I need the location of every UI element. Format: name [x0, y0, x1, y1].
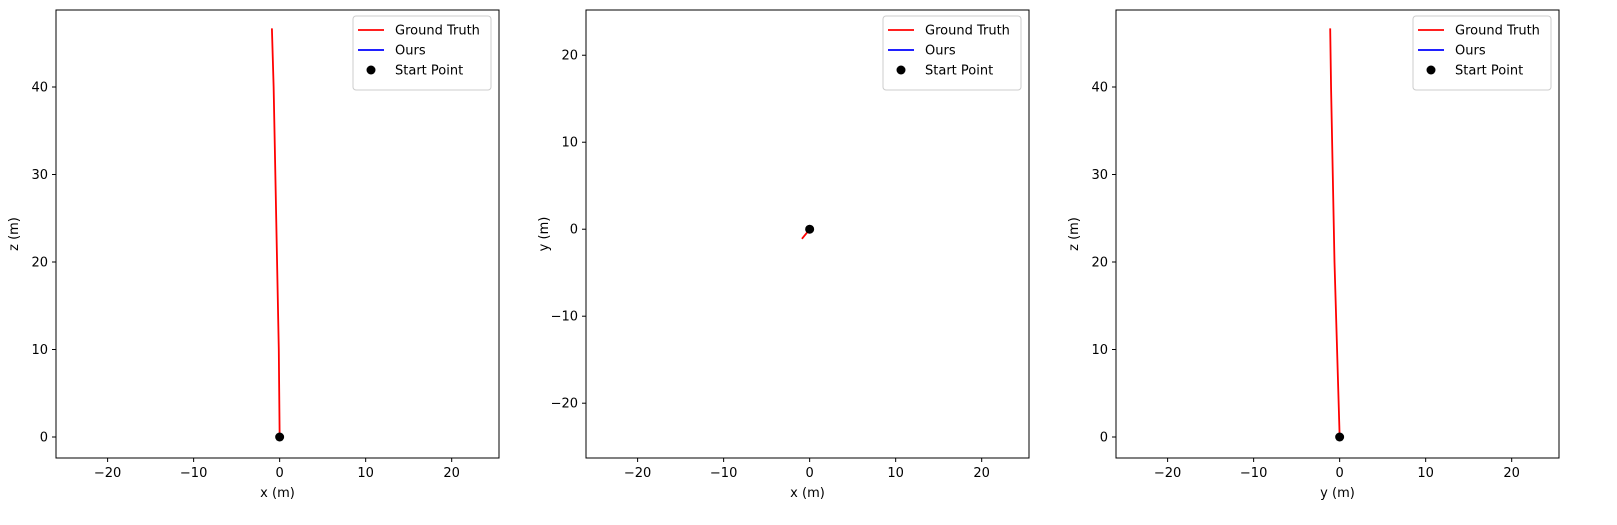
x-tick-label: −10 — [1240, 466, 1267, 481]
x-axis-label: x (m) — [260, 486, 295, 501]
x-tick-label: −10 — [180, 466, 207, 481]
y-tick-label: 40 — [1091, 81, 1108, 96]
y-tick-label: 20 — [31, 256, 48, 271]
x-tick-label: 0 — [806, 466, 814, 481]
legend: Ground Truth Ours Start Point — [1412, 15, 1552, 91]
data-point-start-point — [1335, 432, 1345, 442]
legend-box — [1412, 15, 1552, 91]
y-axis-label: y (m) — [537, 217, 552, 252]
x-tick-label: 10 — [1417, 466, 1434, 481]
legend: Ground Truth Ours Start Point — [352, 15, 492, 91]
legend-swatch-start-point — [1426, 65, 1436, 75]
y-tick-label: 10 — [31, 343, 48, 358]
series-line-ground-truth — [271, 28, 281, 438]
x-tick-label: 0 — [276, 466, 284, 481]
plot-frame — [55, 9, 500, 459]
x-tick-label: 20 — [1503, 466, 1520, 481]
legend-swatch-start-point — [896, 65, 906, 75]
data-point-start-point — [805, 224, 815, 234]
y-axis-label: z (m) — [1067, 217, 1082, 251]
y-tick-label: 20 — [1091, 256, 1108, 271]
legend-label-ours: Ours — [395, 44, 426, 59]
data-point-start-point — [275, 432, 285, 442]
x-tick-label: −20 — [1154, 466, 1181, 481]
y-tick-label: 0 — [570, 223, 578, 238]
x-tick-label: 0 — [1336, 466, 1344, 481]
chart-panel-1: −20 −10 0 10 20 0 10 20 30 40 x (m) z (m) Ground Tru… — [7, 9, 500, 501]
y-tick-label: 10 — [1091, 343, 1108, 358]
legend-label-ours: Ours — [925, 44, 956, 59]
x-tick-label: −10 — [710, 466, 737, 481]
y-tick-label: 40 — [31, 81, 48, 96]
x-tick-label: 10 — [887, 466, 904, 481]
x-axis-label: x (m) — [790, 486, 825, 501]
legend-label-ground-truth: Ground Truth — [925, 24, 1010, 39]
legend-label-start-point: Start Point — [925, 64, 993, 79]
x-tick-label: 20 — [443, 466, 460, 481]
y-tick-label: −20 — [551, 397, 578, 412]
x-tick-label: 10 — [357, 466, 374, 481]
y-tick-label: 0 — [1100, 431, 1108, 446]
y-tick-label: −10 — [551, 310, 578, 325]
legend-swatch-start-point — [366, 65, 376, 75]
y-axis-label: z (m) — [7, 217, 22, 251]
plot-frame — [585, 9, 1030, 459]
legend-label-ground-truth: Ground Truth — [1455, 24, 1540, 39]
x-axis-label: y (m) — [1320, 486, 1355, 501]
x-tick-label: −20 — [624, 466, 651, 481]
x-tick-label: −20 — [94, 466, 121, 481]
y-tick-label: 20 — [561, 49, 578, 64]
chart-panel-3: −20 −10 0 10 20 0 10 20 30 40 y (m) z (m) Ground Tru… — [1067, 9, 1560, 501]
y-tick-label: 10 — [561, 136, 578, 151]
legend-box — [352, 15, 492, 91]
y-tick-label: 30 — [31, 168, 48, 183]
legend-label-ground-truth: Ground Truth — [395, 24, 480, 39]
legend-label-ours: Ours — [1455, 44, 1486, 59]
y-tick-label: 0 — [40, 431, 48, 446]
legend: Ground Truth Ours Start Point — [882, 15, 1022, 91]
legend-box — [882, 15, 1022, 91]
plot-frame — [1115, 9, 1560, 459]
chart-panel-2: −20 −10 0 10 20 −20 −10 0 10 20 x (m) y (m) Ground T… — [537, 9, 1030, 501]
y-tick-label: 30 — [1091, 168, 1108, 183]
x-tick-label: 20 — [973, 466, 990, 481]
legend-label-start-point: Start Point — [395, 64, 463, 79]
legend-label-start-point: Start Point — [1455, 64, 1523, 79]
series-line-ground-truth — [1329, 28, 1341, 438]
